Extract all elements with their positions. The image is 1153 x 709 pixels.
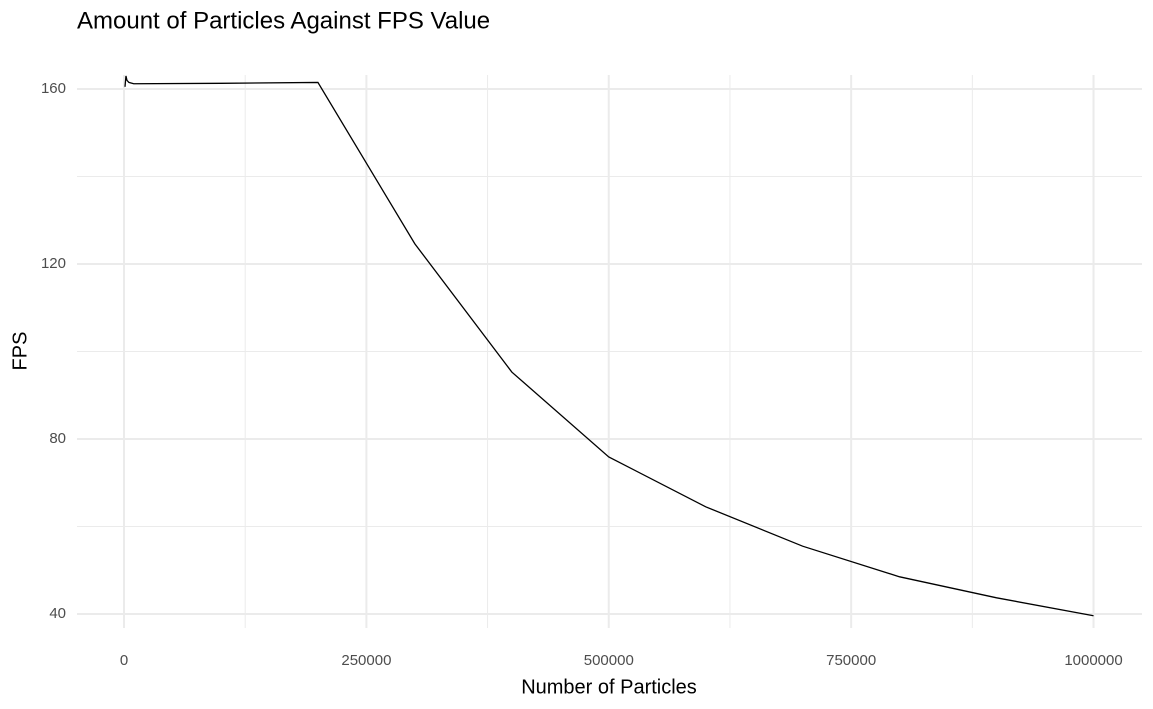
y-tick-label: 40: [49, 605, 66, 622]
x-tick-label: 500000: [584, 652, 634, 669]
x-tick-label: 1000000: [1064, 652, 1122, 669]
x-axis-label: Number of Particles: [521, 676, 697, 698]
line: [124, 75, 1094, 617]
x-tick-label: 250000: [341, 652, 391, 669]
chart-title: Amount of Particles Against FPS Value: [77, 7, 490, 34]
y-axis-label: FPS: [9, 332, 31, 371]
y-tick-label: 160: [41, 80, 66, 97]
y-tick-label: 80: [49, 430, 66, 447]
y-tick-label: 120: [41, 255, 66, 272]
x-tick-label: 750000: [826, 652, 876, 669]
x-tick-label: 0: [120, 652, 128, 669]
